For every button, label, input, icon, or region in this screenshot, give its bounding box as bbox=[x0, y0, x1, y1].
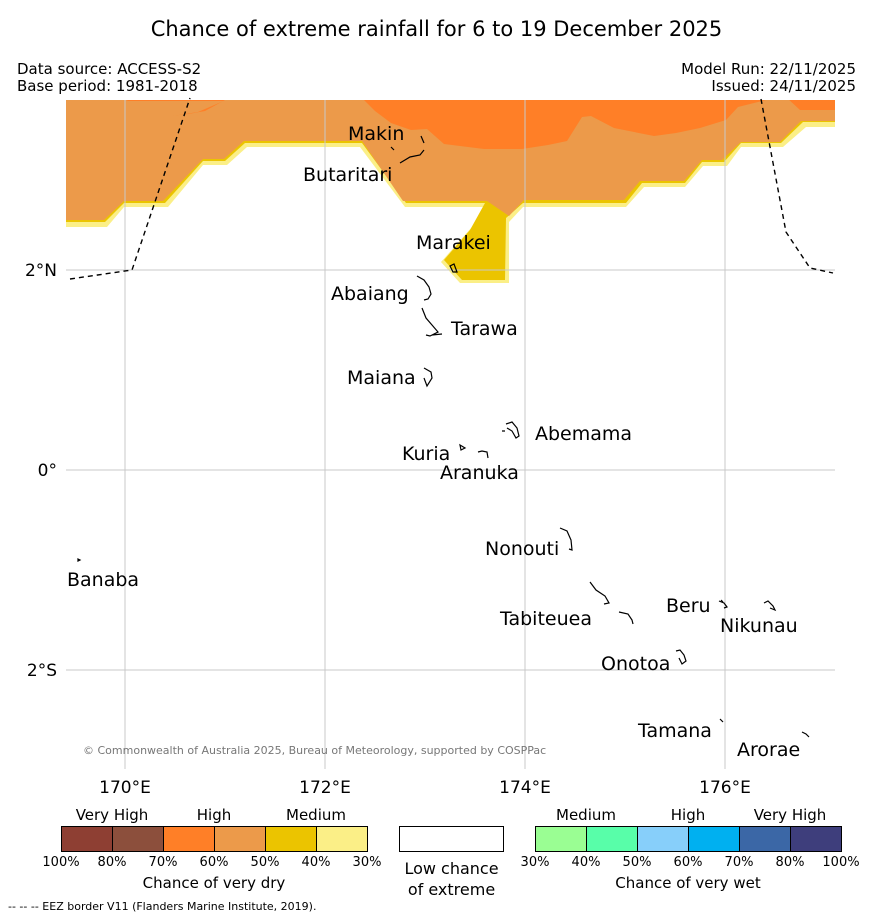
wet-tick: 50% bbox=[622, 855, 652, 870]
dry-tick: 40% bbox=[301, 855, 331, 870]
dry-tick: 100% bbox=[42, 855, 80, 870]
dry-swatch-100-80 bbox=[61, 826, 113, 852]
island-outlines bbox=[77, 135, 810, 738]
tarawa-outline bbox=[421, 307, 443, 337]
eez-border bbox=[69, 97, 834, 280]
model-run-info: Model Run: 22/11/2025 Issued: 24/11/2025 bbox=[681, 61, 856, 95]
wet-swatch-60-70 bbox=[688, 826, 740, 852]
wet-tick: 30% bbox=[520, 855, 550, 870]
maiana-outline bbox=[423, 367, 433, 388]
dry-cat-high: High bbox=[196, 806, 232, 824]
beru-outline bbox=[718, 599, 728, 609]
label-tarawa: Tarawa bbox=[450, 318, 518, 340]
low-chance-line1: Low chance bbox=[404, 859, 499, 878]
nikunau-outline bbox=[763, 600, 777, 612]
dry-swatch-80-70 bbox=[112, 826, 164, 852]
label-butaritari: Butaritari bbox=[303, 164, 392, 186]
wet-swatch-50-60 bbox=[637, 826, 689, 852]
label-abaiang: Abaiang bbox=[331, 283, 409, 305]
abemama-outline bbox=[502, 421, 520, 439]
onotoa-outline bbox=[675, 649, 687, 665]
axis-ticks: 170°E 172°E 174°E 176°E 2°N 0° 2°S bbox=[25, 261, 751, 798]
dry-legend-title: Chance of very dry bbox=[142, 874, 286, 892]
label-nonouti: Nonouti bbox=[485, 538, 559, 560]
label-makin: Makin bbox=[348, 123, 404, 145]
wet-cat-high: High bbox=[670, 806, 706, 824]
wet-swatch-40-50 bbox=[586, 826, 638, 852]
label-tamana: Tamana bbox=[637, 720, 712, 742]
lon-tick-176: 176°E bbox=[699, 778, 751, 798]
dry-swatch-50-40 bbox=[265, 826, 317, 852]
banaba-outline bbox=[77, 558, 82, 562]
label-tabiteuea: Tabiteuea bbox=[499, 608, 592, 630]
model-run: Model Run: 22/11/2025 bbox=[681, 60, 856, 78]
low-chance-swatch bbox=[399, 826, 504, 852]
eez-footnote: -- -- -- EEZ border V11 (Flanders Marine… bbox=[8, 900, 317, 913]
issued-date: Issued: 24/11/2025 bbox=[711, 77, 856, 95]
label-kuria: Kuria bbox=[402, 443, 450, 465]
makin-outline bbox=[390, 135, 425, 164]
label-banaba: Banaba bbox=[67, 569, 139, 591]
dry-tick: 60% bbox=[199, 855, 229, 870]
forecast-shading bbox=[66, 100, 835, 283]
wet-tick: 80% bbox=[775, 855, 805, 870]
place-labels: Makin Butaritari Marakei Abaiang Tarawa … bbox=[67, 123, 800, 761]
base-period: Base period: 1981-2018 bbox=[17, 77, 198, 95]
label-onotoa: Onotoa bbox=[601, 653, 670, 675]
wet-cat-medium: Medium bbox=[556, 806, 616, 824]
label-aranuka: Aranuka bbox=[440, 462, 519, 484]
marakei-outline bbox=[449, 263, 458, 273]
dry-swatch-70-60 bbox=[163, 826, 215, 852]
copyright-notice: © Commonwealth of Australia 2025, Bureau… bbox=[83, 744, 546, 757]
data-source: Data source: ACCESS-S2 bbox=[17, 60, 202, 78]
low-chance-label: Low chance of extreme bbox=[381, 858, 522, 900]
lon-tick-170: 170°E bbox=[99, 778, 151, 798]
dry-cat-very-high: Very High bbox=[75, 806, 149, 824]
abaiang-outline bbox=[416, 275, 432, 301]
low-chance-line2: of extreme bbox=[407, 880, 496, 899]
dry-swatch-60-50 bbox=[214, 826, 266, 852]
label-beru: Beru bbox=[666, 595, 711, 617]
wet-tick: 70% bbox=[724, 855, 754, 870]
dry-cat-medium: Medium bbox=[286, 806, 346, 824]
lat-tick-2s: 2°S bbox=[27, 661, 57, 681]
arorae-outline bbox=[801, 731, 810, 738]
wet-swatch-30-40 bbox=[535, 826, 587, 852]
label-arorae: Arorae bbox=[737, 739, 800, 761]
dry-swatch-40-30 bbox=[316, 826, 368, 852]
lat-tick-0: 0° bbox=[38, 461, 57, 481]
label-abemama: Abemama bbox=[535, 423, 632, 445]
dry-tick: 50% bbox=[250, 855, 280, 870]
tabiteuea-outline bbox=[589, 581, 634, 625]
graticule bbox=[66, 100, 835, 769]
map-title: Chance of extreme rainfall for 6 to 19 D… bbox=[150, 17, 723, 41]
nonouti-outline bbox=[559, 527, 573, 551]
label-marakei: Marakei bbox=[416, 232, 491, 254]
wet-tick: 40% bbox=[571, 855, 601, 870]
data-source-info: Data source: ACCESS-S2 Base period: 1981… bbox=[17, 61, 201, 95]
wet-cat-very-high: Very High bbox=[753, 806, 827, 824]
wet-legend-title: Chance of very wet bbox=[615, 874, 761, 892]
dry-tick: 80% bbox=[97, 855, 127, 870]
wet-swatch-80-100 bbox=[790, 826, 842, 852]
lat-tick-2n: 2°N bbox=[25, 261, 57, 281]
dry-tick: 70% bbox=[148, 855, 178, 870]
label-maiana: Maiana bbox=[347, 367, 416, 389]
kuria-outline bbox=[459, 443, 489, 459]
dry-higher-region bbox=[66, 100, 835, 149]
lon-tick-174: 174°E bbox=[499, 778, 551, 798]
wet-swatch-70-80 bbox=[739, 826, 791, 852]
tamana-outline bbox=[719, 718, 724, 723]
wet-tick: 60% bbox=[673, 855, 703, 870]
label-nikunau: Nikunau bbox=[720, 615, 798, 637]
lon-tick-172: 172°E bbox=[299, 778, 351, 798]
wet-tick: 100% bbox=[822, 855, 860, 870]
dry-tick: 30% bbox=[352, 855, 382, 870]
